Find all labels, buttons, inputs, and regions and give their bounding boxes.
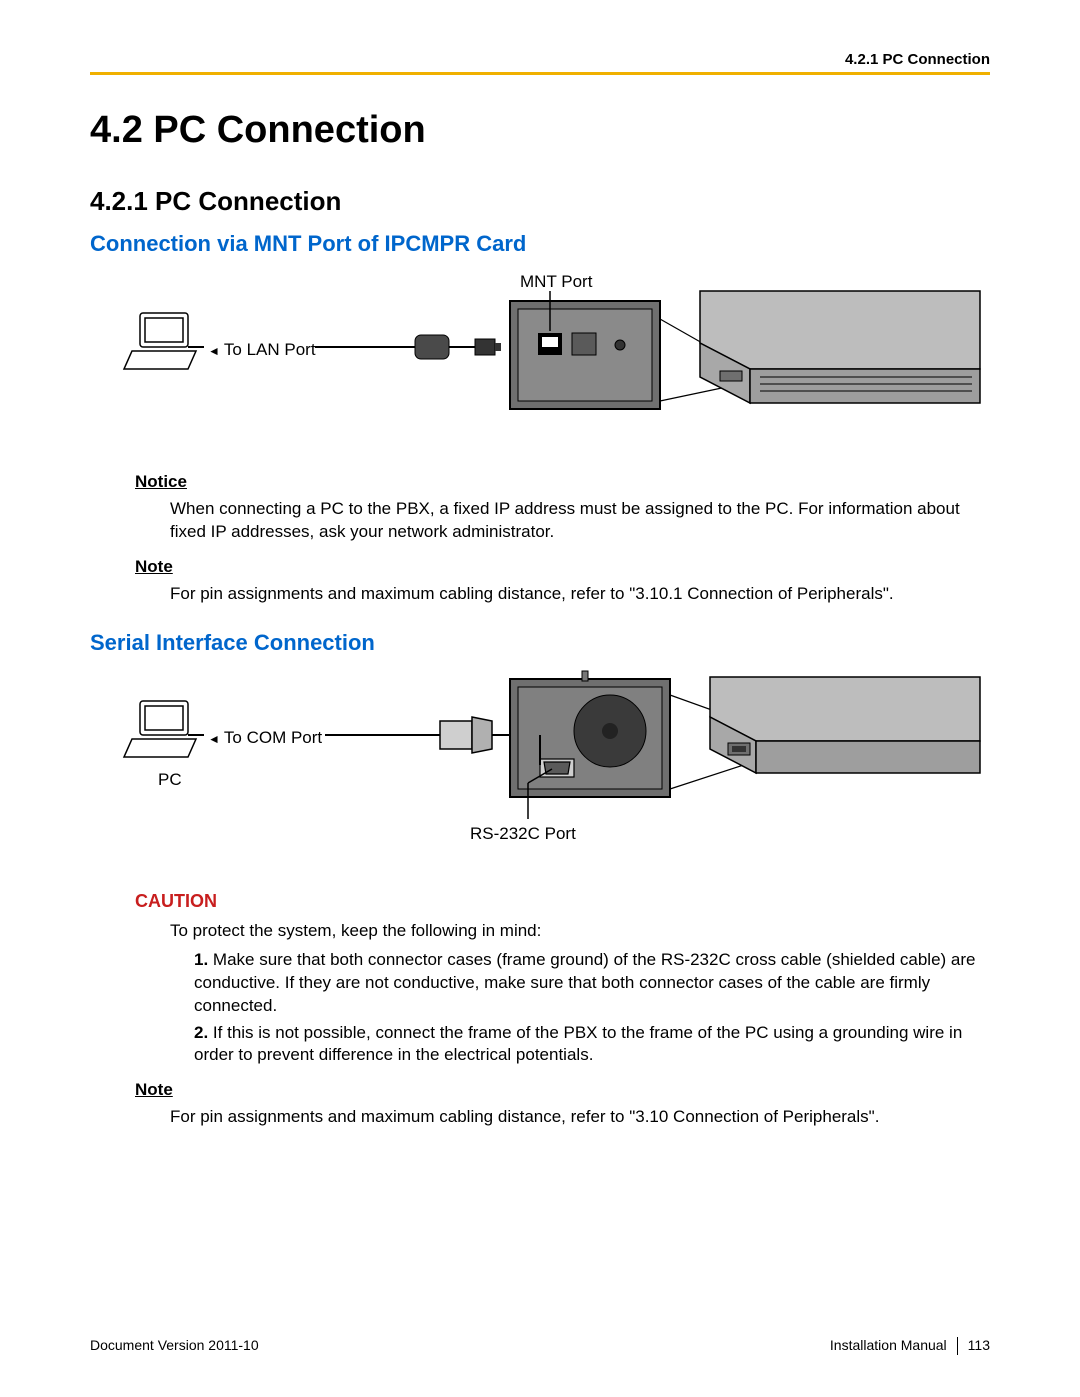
caution-intro: To protect the system, keep the followin…	[170, 920, 990, 943]
page-footer: Document Version 2011-10 Installation Ma…	[90, 1336, 990, 1355]
footer-page-number: 113	[968, 1336, 990, 1355]
pc-label: PC	[158, 769, 182, 792]
note1-heading: Note	[135, 556, 990, 579]
note2-body: For pin assignments and maximum cabling …	[170, 1106, 990, 1129]
header-rule	[90, 72, 990, 75]
h2-title: 4.2.1 PC Connection	[90, 184, 990, 219]
section2-title: Serial Interface Connection	[90, 628, 990, 658]
note1-body: For pin assignments and maximum cabling …	[170, 583, 990, 606]
figure-serial-connection: To COM Port PC RS-232C Port	[140, 671, 990, 871]
footer-manual-name: Installation Manual	[830, 1336, 947, 1355]
footer-doc-version: Document Version 2011-10	[90, 1336, 259, 1355]
section1-title: Connection via MNT Port of IPCMPR Card	[90, 229, 990, 259]
notice-body: When connecting a PC to the PBX, a fixed…	[170, 498, 990, 544]
mnt-diagram-svg	[140, 273, 980, 453]
caution-heading: CAUTION	[135, 889, 990, 913]
page-content: 4.2 PC Connection 4.2.1 PC Connection Co…	[90, 50, 990, 1129]
to-lan-port-label: To LAN Port	[208, 339, 316, 362]
note2-heading: Note	[135, 1079, 990, 1102]
mnt-port-label: MNT Port	[520, 271, 592, 294]
rs232-label: RS-232C Port	[470, 823, 576, 846]
header-section-ref: 4.2.1 PC Connection	[845, 50, 990, 70]
caution-list: 1. Make sure that both connector cases (…	[194, 949, 990, 1068]
caution-item-1: 1. Make sure that both connector cases (…	[194, 949, 990, 1018]
footer-separator	[957, 1337, 958, 1355]
caution-item-2: 2. If this is not possible, connect the …	[194, 1022, 990, 1068]
figure-mnt-connection: MNT Port To LAN Port	[140, 273, 990, 453]
h1-title: 4.2 PC Connection	[90, 105, 990, 156]
notice-heading: Notice	[135, 471, 990, 494]
to-com-port-label: To COM Port	[208, 727, 322, 750]
